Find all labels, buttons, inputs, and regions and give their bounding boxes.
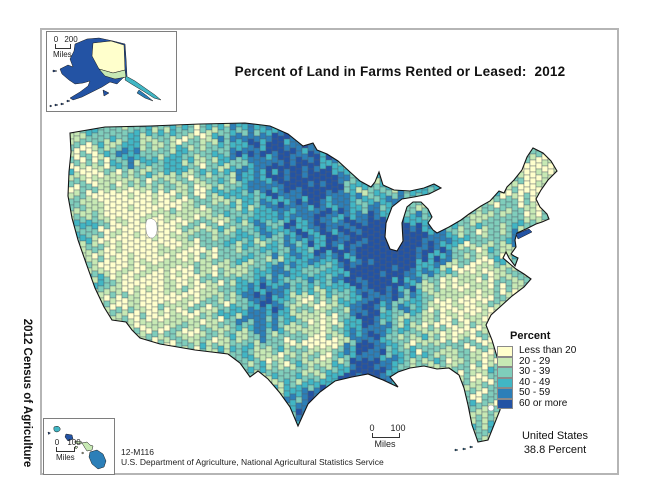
alaska-inset: 0 200 Miles	[46, 31, 177, 112]
hawaii-scalebar: 0 100 Miles	[52, 438, 86, 462]
legend-row: Less than 20	[497, 346, 607, 357]
scale-unit: Miles	[56, 453, 75, 462]
legend-swatch	[497, 346, 513, 357]
legend-row: 20 - 29	[497, 355, 607, 367]
scale-tick: 0	[53, 35, 59, 44]
kauai	[53, 425, 61, 433]
scale-tick: 100	[67, 438, 81, 447]
alaska-scalebar: 0 200 Miles	[51, 35, 81, 59]
scale-tick: 200	[64, 35, 78, 44]
census-side-label: 2012 Census of Agriculture	[21, 318, 33, 468]
scale-tick: 0	[54, 438, 60, 447]
legend-swatch	[497, 367, 513, 378]
legend-title: Percent	[510, 330, 551, 342]
hawaii-big-island	[88, 449, 107, 470]
footnote: 12-M116 U.S. Department of Agriculture, …	[121, 447, 384, 467]
us-summary-name: United States	[521, 430, 589, 442]
legend-swatch	[497, 377, 513, 388]
legend-row: 60 or more	[497, 397, 607, 409]
scale-bracket	[55, 44, 71, 49]
source-line: U.S. Department of Agriculture, National…	[121, 457, 384, 467]
aleutian-islands	[49, 99, 71, 108]
niihau	[47, 431, 52, 435]
main-scalebar: 0 100 Miles	[366, 423, 406, 449]
page-title: Percent of Land in Farms Rented or Lease…	[234, 64, 566, 79]
legend-label: 50 - 59	[519, 387, 551, 399]
legend-swatch	[497, 398, 513, 409]
legend-swatch	[497, 356, 513, 367]
scale-tick: 100	[390, 423, 406, 433]
st-lawrence-island	[52, 69, 58, 73]
legend-row: 50 - 59	[497, 388, 607, 399]
scale-unit: Miles	[53, 50, 72, 59]
legend-label: 20 - 29	[519, 355, 551, 367]
scale-tick: 0	[369, 423, 375, 433]
map-id: 12-M116	[121, 447, 154, 457]
legend-swatch	[497, 388, 513, 399]
legend-row: 30 - 39	[497, 367, 607, 378]
legend-row: 40 - 49	[497, 376, 607, 388]
kodiak-island	[102, 89, 110, 97]
legend-label: 30 - 39	[519, 366, 551, 378]
scale-bracket	[372, 433, 400, 438]
us-summary: United States 38.8 Percent	[503, 430, 607, 457]
us-summary-value: 38.8 Percent	[523, 443, 587, 456]
hawaii-inset: 0 100 Miles	[43, 418, 115, 475]
legend-label: 40 - 49	[519, 376, 551, 388]
legend: Percent Less than 20 20 - 29 30 - 39 40 - 4…	[497, 330, 607, 409]
scale-bracket	[56, 447, 75, 452]
legend-rows: Less than 20 20 - 29 30 - 39 40 - 49 50 - 59…	[497, 346, 607, 409]
legend-label: Less than 20	[519, 345, 577, 357]
legend-label: 60 or more	[519, 397, 568, 409]
